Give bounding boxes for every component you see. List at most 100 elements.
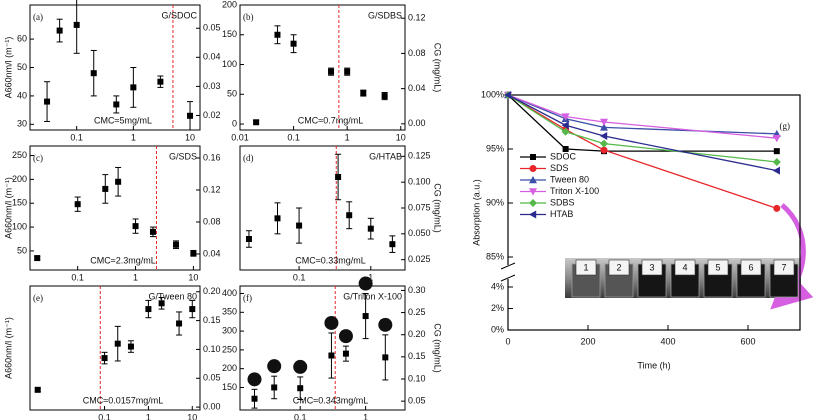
y2-tick-label: 0.03 bbox=[203, 81, 221, 91]
point bbox=[600, 118, 608, 126]
y-tick-label: 300 bbox=[222, 325, 237, 335]
y-tick-label: 30 bbox=[17, 119, 27, 129]
point bbox=[113, 101, 120, 108]
legend-label: SDBS bbox=[550, 197, 575, 207]
y2-tick-label: 0.04 bbox=[203, 248, 221, 258]
marker-label: 7 bbox=[383, 320, 388, 330]
point bbox=[158, 300, 165, 307]
y2-tick-label: 0.02 bbox=[203, 110, 221, 120]
x-tick-label: 0.1 bbox=[293, 272, 306, 282]
point bbox=[74, 201, 81, 208]
x-tick-label: 0.1 bbox=[287, 132, 300, 142]
legend-label: HTAB bbox=[550, 209, 573, 219]
vial-label: 7 bbox=[781, 262, 786, 272]
point bbox=[253, 119, 260, 126]
y-tick-label: 50 bbox=[17, 245, 27, 255]
point bbox=[149, 228, 156, 235]
marker-label: 5 bbox=[343, 331, 348, 341]
plot-frame bbox=[239, 145, 406, 271]
y-tick-label: 4% bbox=[491, 281, 504, 291]
point bbox=[132, 223, 139, 230]
vial-label: 1 bbox=[583, 262, 588, 272]
y-tick-label: 50 bbox=[227, 89, 237, 99]
point bbox=[346, 212, 353, 219]
y2-tick-label: 0.00 bbox=[408, 118, 426, 128]
plot-frame bbox=[507, 94, 801, 331]
point bbox=[504, 91, 512, 99]
y2-tick-label: 0.20 bbox=[408, 329, 426, 339]
y-axis-title: Absorption (a.u.) bbox=[471, 179, 481, 246]
point bbox=[561, 113, 570, 121]
legend-marker bbox=[529, 176, 537, 184]
point bbox=[157, 78, 164, 85]
legend-label: SDOC bbox=[550, 151, 577, 161]
marker-label: 6 bbox=[363, 278, 368, 288]
y-tick-label: 0 bbox=[232, 118, 237, 128]
y2-tick-label: 0.30 bbox=[408, 285, 426, 295]
x-tick-label: 1 bbox=[363, 412, 368, 420]
point bbox=[251, 395, 258, 402]
legend-marker bbox=[529, 188, 537, 196]
point bbox=[328, 352, 335, 359]
y2-tick-label: 0.12 bbox=[203, 184, 221, 194]
series-line bbox=[507, 94, 777, 152]
panel-label: (a) bbox=[33, 12, 43, 22]
y-axis-title: A660nm/l (m⁻¹) bbox=[3, 37, 13, 99]
point bbox=[44, 98, 51, 105]
axis-break bbox=[500, 274, 516, 282]
cmc-annotation: CMC≈5mg/mL bbox=[94, 115, 152, 125]
y-axis-title: A660nm/l (m⁻¹) bbox=[3, 317, 13, 379]
y-tick-label: 150 bbox=[12, 198, 27, 208]
series-line bbox=[507, 94, 777, 172]
point bbox=[73, 21, 80, 28]
point bbox=[600, 123, 608, 131]
vial-cap-label bbox=[740, 259, 762, 276]
y2-tick-label: 0.08 bbox=[203, 216, 221, 226]
y2-axis-title: CG (mg/mL) bbox=[433, 183, 443, 233]
y-tick-label: 2% bbox=[491, 303, 504, 313]
point bbox=[245, 236, 252, 242]
axis-break bbox=[500, 262, 516, 270]
marker-badge bbox=[293, 359, 308, 374]
vial-cap-label bbox=[575, 259, 597, 276]
y2-tick-label: 0.025 bbox=[408, 254, 431, 264]
y2-axis-title: CG (mg/mL) bbox=[433, 43, 443, 93]
panel-title: G/Triton X-100 bbox=[343, 291, 402, 301]
point bbox=[274, 215, 281, 222]
point bbox=[342, 350, 349, 357]
marker-badge bbox=[378, 317, 393, 332]
point bbox=[190, 250, 197, 257]
y2-tick-label: 0.050 bbox=[408, 228, 431, 238]
y2-tick-label: 0.05 bbox=[408, 396, 426, 406]
plot-frame bbox=[29, 285, 201, 411]
point bbox=[114, 340, 121, 347]
y-tick-label: 350 bbox=[222, 307, 237, 317]
vial-label: 6 bbox=[748, 262, 753, 272]
y-tick-label: 50 bbox=[17, 62, 27, 72]
x-tick-label: 600 bbox=[740, 336, 755, 346]
point bbox=[115, 178, 122, 185]
point bbox=[600, 146, 608, 154]
panel-label: (f) bbox=[243, 293, 252, 303]
y-tick-label: 100 bbox=[222, 59, 237, 69]
vial-cap-label bbox=[707, 259, 729, 276]
y-tick-label: 200 bbox=[222, 363, 237, 373]
vial-cap-label bbox=[674, 259, 696, 276]
point bbox=[189, 306, 196, 313]
plot-frame bbox=[239, 285, 406, 411]
point bbox=[561, 121, 569, 130]
point bbox=[297, 385, 304, 392]
point bbox=[34, 386, 41, 393]
legend-label: SDS bbox=[550, 163, 569, 173]
point bbox=[34, 255, 41, 262]
x-tick-label: 1 bbox=[146, 412, 151, 420]
y2-tick-label: 0.08 bbox=[408, 48, 426, 58]
point bbox=[328, 68, 335, 75]
panel-label: (b) bbox=[243, 12, 254, 22]
panel-title: G/SDOC bbox=[161, 10, 197, 20]
x-tick-label: 1 bbox=[131, 132, 136, 142]
point bbox=[90, 70, 97, 77]
marker-label: 4 bbox=[329, 318, 334, 328]
y-axis-title: A660nm/l (m⁻¹) bbox=[3, 177, 13, 239]
